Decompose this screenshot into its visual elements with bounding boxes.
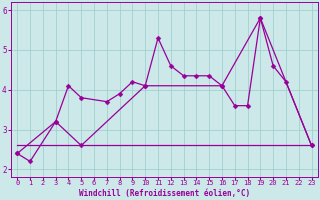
X-axis label: Windchill (Refroidissement éolien,°C): Windchill (Refroidissement éolien,°C) [79, 189, 250, 198]
